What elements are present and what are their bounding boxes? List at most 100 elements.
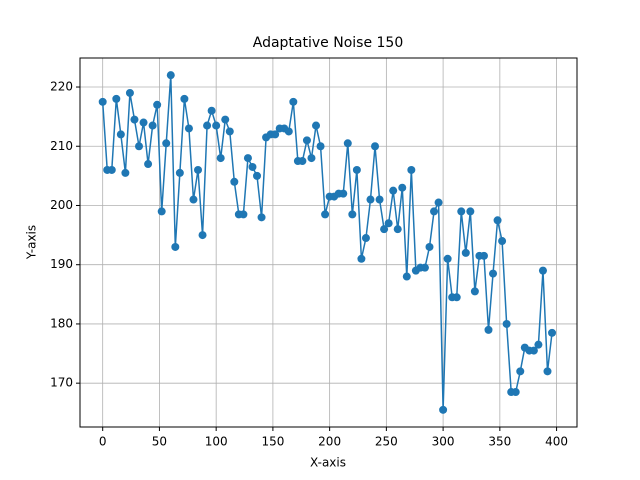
data-point xyxy=(321,210,330,219)
data-point xyxy=(302,136,311,145)
data-point xyxy=(452,293,461,302)
data-point xyxy=(203,121,212,130)
data-point xyxy=(529,346,538,355)
data-point xyxy=(380,225,389,234)
data-point xyxy=(125,88,134,97)
chart-title: Adaptative Noise 150 xyxy=(253,35,404,51)
data-point xyxy=(221,115,230,124)
data-point xyxy=(434,198,443,207)
data-point xyxy=(135,142,144,151)
data-point xyxy=(271,130,280,139)
data-point xyxy=(430,207,439,216)
data-point xyxy=(371,142,380,151)
y-tick-label: 170 xyxy=(50,376,73,390)
data-point xyxy=(148,121,157,130)
data-point xyxy=(298,157,307,166)
data-point xyxy=(466,207,475,216)
x-tick-label: 250 xyxy=(375,435,398,449)
data-point xyxy=(248,162,257,171)
data-point xyxy=(180,94,189,103)
x-tick-label: 300 xyxy=(432,435,455,449)
data-point xyxy=(366,195,375,204)
y-tick-label: 200 xyxy=(50,198,73,212)
data-point xyxy=(316,142,325,151)
data-point xyxy=(171,242,180,251)
data-point xyxy=(439,405,448,414)
data-point xyxy=(312,121,321,130)
data-point xyxy=(198,231,207,240)
data-point xyxy=(389,186,398,195)
data-point xyxy=(225,127,234,136)
data-point xyxy=(166,71,175,80)
y-tick-label: 190 xyxy=(50,257,73,271)
data-point xyxy=(443,254,452,263)
data-point xyxy=(343,139,352,148)
data-line xyxy=(101,75,553,410)
data-point xyxy=(543,367,552,376)
data-point xyxy=(548,328,557,337)
data-point xyxy=(339,189,348,198)
data-point xyxy=(189,195,198,204)
data-point xyxy=(157,207,166,216)
data-point xyxy=(461,248,470,257)
data-point xyxy=(289,97,298,106)
data-point xyxy=(479,251,488,260)
data-point xyxy=(457,207,466,216)
data-point xyxy=(357,254,366,263)
data-point xyxy=(484,325,493,334)
data-point xyxy=(493,216,502,225)
data-point xyxy=(216,154,225,163)
y-tick-label: 220 xyxy=(50,80,73,94)
data-point xyxy=(130,115,139,124)
data-point xyxy=(121,168,130,177)
data-point xyxy=(489,269,498,278)
data-point xyxy=(257,213,266,222)
data-point xyxy=(470,287,479,296)
data-point xyxy=(98,97,107,106)
data-point xyxy=(511,388,520,397)
x-tick-label: 200 xyxy=(318,435,341,449)
y-axis-label: Y-axis xyxy=(25,225,39,260)
data-point xyxy=(243,154,252,163)
data-point xyxy=(352,165,361,174)
data-point xyxy=(112,94,121,103)
data-point xyxy=(348,210,357,219)
data-point xyxy=(402,272,411,281)
data-point xyxy=(361,234,370,243)
x-tick-label: 100 xyxy=(205,435,228,449)
plot-frame xyxy=(79,57,578,428)
data-point xyxy=(393,225,402,234)
data-point xyxy=(116,130,125,139)
data-point xyxy=(375,195,384,204)
data-point xyxy=(175,168,184,177)
data-point xyxy=(230,177,239,186)
data-point xyxy=(144,160,153,169)
data-point xyxy=(212,121,221,130)
data-point xyxy=(284,127,293,136)
data-point xyxy=(420,263,429,272)
data-point xyxy=(184,124,193,133)
x-axis-label: X-axis xyxy=(310,456,346,470)
data-point xyxy=(239,210,248,219)
data-point xyxy=(502,319,511,328)
data-point xyxy=(253,171,262,180)
data-point xyxy=(307,154,316,163)
data-point xyxy=(384,219,393,228)
data-point xyxy=(498,237,507,246)
data-point xyxy=(538,266,547,275)
y-tick-label: 210 xyxy=(50,139,73,153)
data-point xyxy=(425,242,434,251)
x-tick-label: 400 xyxy=(545,435,568,449)
x-tick-label: 350 xyxy=(488,435,511,449)
data-point xyxy=(516,367,525,376)
x-tick-label: 0 xyxy=(99,435,107,449)
data-point xyxy=(407,165,416,174)
data-point xyxy=(207,106,216,115)
data-point xyxy=(139,118,148,127)
data-point xyxy=(153,100,162,109)
x-tick-label: 50 xyxy=(152,435,167,449)
x-tick-label: 150 xyxy=(261,435,284,449)
data-point xyxy=(162,139,171,148)
